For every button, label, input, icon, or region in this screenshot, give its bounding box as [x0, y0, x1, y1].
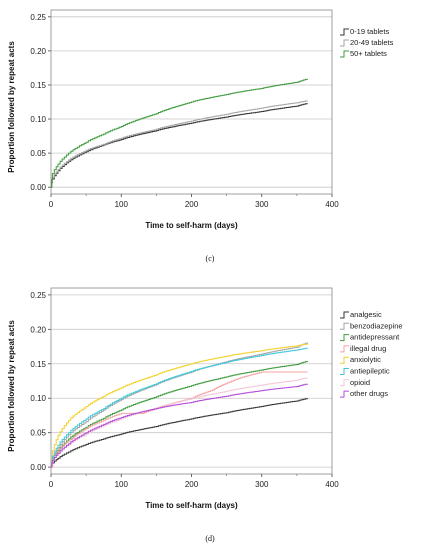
legend-label: anxiolytic: [350, 355, 381, 364]
legend-swatch: [340, 322, 349, 330]
chart-panel-d: 0.00 0.05 0.10 0.15 0.20 0.25 0 100 200 300 400 Tim…: [7, 287, 403, 543]
series-line-opioid: [51, 377, 308, 468]
legend-swatch: [340, 379, 349, 387]
legend-label: antidepressant: [350, 333, 400, 342]
legend-label: analgesic: [350, 310, 382, 319]
x-axis-label: Time to self-harm (days): [145, 221, 238, 230]
legend-label: other drugs: [350, 389, 388, 398]
y-tick-label: 0.05: [30, 149, 46, 158]
y-tick-label: 0.10: [30, 115, 46, 124]
series-line-50-tablets: [51, 78, 308, 188]
y-axis-label: Proportion followed by repeat acts: [7, 320, 16, 452]
legend-label: illegal drug: [350, 344, 386, 353]
legend-swatch: [340, 345, 349, 353]
panel-label: (d): [205, 534, 215, 543]
y-tick-label: 0.00: [30, 183, 46, 192]
x-axis-label: Time to self-harm (days): [145, 501, 238, 510]
legend-label: 20-49 tablets: [350, 38, 394, 47]
legend-label: 50+ tablets: [350, 49, 387, 58]
legend-swatch: [340, 390, 349, 398]
x-tick-label: 400: [325, 480, 339, 489]
legend-swatch: [340, 334, 349, 342]
x-tick-label: 300: [255, 200, 269, 209]
x-tick-label: 0: [49, 480, 54, 489]
legend-swatch: [340, 356, 349, 364]
x-tick-label: 0: [49, 200, 54, 209]
y-tick-label: 0.20: [30, 47, 46, 56]
y-tick-label: 0.25: [30, 291, 46, 300]
series-line-antiepileptic: [51, 347, 308, 468]
panel-label: (c): [206, 254, 215, 263]
legend-label: opioid: [350, 378, 370, 387]
chart-panel-c: 0.00 0.05 0.10 0.15 0.20 0.25 0 100 200 300 400 Tim…: [7, 9, 394, 263]
legend-swatch: [340, 368, 349, 375]
series-line-antidepressant: [51, 361, 308, 468]
y-axis-label: Proportion followed by repeat acts: [7, 41, 16, 173]
y-tick-label: 0.15: [30, 360, 46, 369]
series-line-other-drugs: [51, 383, 308, 468]
x-tick-label: 100: [115, 200, 129, 209]
series-line-0-19-tablets: [51, 103, 308, 188]
legend-swatch: [340, 28, 349, 36]
x-tick-label: 400: [325, 200, 339, 209]
series-line-20-49-tablets: [51, 100, 308, 188]
y-tick-label: 0.00: [30, 463, 46, 472]
legend-label: antiepileptic: [350, 367, 390, 376]
y-tick-label: 0.15: [30, 81, 46, 90]
x-tick-label: 300: [255, 480, 269, 489]
legend-swatch: [340, 311, 349, 319]
legend-swatch: [340, 39, 349, 47]
x-tick-label: 200: [185, 200, 199, 209]
legend-swatch: [340, 50, 349, 58]
series-line-anxiolytic: [51, 343, 308, 468]
legend-label: benzodiazepine: [350, 321, 403, 330]
x-tick-label: 200: [185, 480, 199, 489]
y-tick-label: 0.20: [30, 325, 46, 334]
y-tick-label: 0.05: [30, 429, 46, 438]
legend-label: 0-19 tablets: [350, 27, 389, 36]
y-tick-label: 0.25: [30, 13, 46, 22]
y-tick-label: 0.10: [30, 394, 46, 403]
x-tick-label: 100: [115, 480, 129, 489]
series-line-analgesic: [51, 398, 308, 468]
